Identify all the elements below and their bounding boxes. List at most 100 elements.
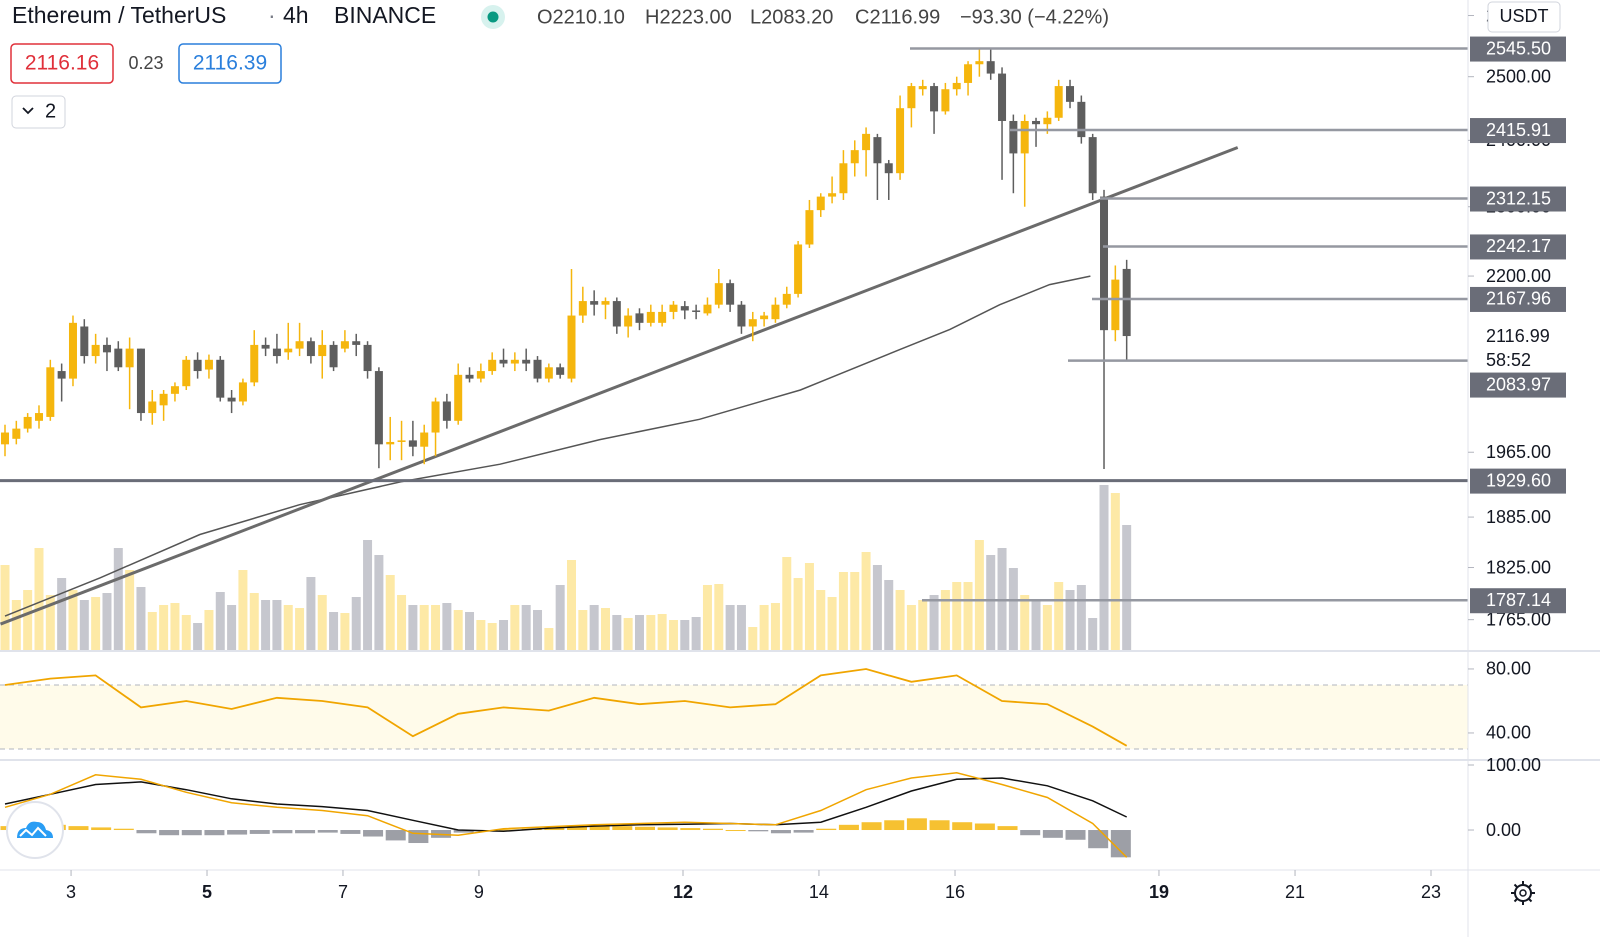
candle-body — [193, 359, 202, 372]
volume-bar — [510, 605, 520, 650]
trend-line — [0, 146, 1239, 626]
candle-body — [408, 440, 417, 447]
x-tick-label: 16 — [945, 882, 965, 902]
candle-body — [522, 359, 531, 364]
candle-body — [1043, 117, 1052, 125]
volume-bar — [1099, 485, 1109, 650]
macd-histogram-bar — [952, 822, 973, 831]
volume-bar — [623, 618, 633, 650]
volume-bar — [1065, 590, 1075, 650]
candle-body — [930, 86, 939, 112]
candle-body — [159, 393, 168, 406]
indicators-count[interactable]: 2 — [45, 100, 56, 122]
candle-body — [907, 86, 916, 109]
volume-bar — [770, 603, 780, 650]
candle-body — [918, 86, 927, 90]
macd-histogram-bar — [136, 830, 157, 834]
candle-body — [624, 315, 633, 327]
candle-body — [952, 82, 961, 90]
y-tick-label: 2200.00 — [1486, 266, 1551, 286]
volume-bar — [884, 580, 894, 650]
sell-button[interactable] — [10, 43, 114, 84]
candle-body — [998, 73, 1007, 121]
macd-histogram-bar — [748, 830, 769, 832]
currency[interactable]: USDT — [1500, 6, 1549, 26]
macd-histogram-bar — [340, 830, 361, 834]
volume-bar — [147, 612, 157, 650]
candle-body — [306, 341, 315, 357]
interval[interactable]: 4h — [283, 2, 309, 28]
candle-body — [272, 348, 281, 357]
volume-bar — [238, 570, 248, 650]
candle-body — [646, 311, 655, 323]
macd-histogram-bar — [544, 827, 565, 831]
volume-bar — [261, 600, 271, 650]
volume-bar — [748, 627, 758, 650]
macd-histogram-bar — [997, 826, 1018, 831]
logo-icon-line — [19, 826, 47, 837]
volume-bar — [634, 615, 644, 650]
volume-bar — [895, 590, 905, 650]
candle-body — [601, 301, 610, 305]
volume-bar — [974, 540, 984, 650]
volume-bar — [612, 615, 622, 650]
macd-histogram-bar — [181, 830, 202, 836]
candle-body — [658, 311, 667, 323]
candle-body — [102, 344, 111, 353]
volume-bar — [363, 540, 373, 650]
currency-button[interactable] — [1487, 1, 1561, 33]
macd-line — [4, 772, 1128, 858]
macd-histogram-bar — [1065, 830, 1086, 840]
candle-body — [1020, 120, 1029, 154]
volume-bar — [952, 582, 962, 650]
volume-bar — [521, 605, 531, 650]
volume-bar — [306, 577, 316, 650]
volume-bar — [940, 590, 950, 650]
separator-dot: · — [268, 2, 276, 28]
candle-body — [578, 301, 587, 316]
candle-body — [964, 64, 973, 83]
volume-bar — [589, 605, 599, 650]
volume-bar — [1054, 582, 1064, 650]
volume-bar — [702, 585, 712, 650]
volume-bar — [861, 552, 871, 650]
volume-bar — [442, 603, 452, 650]
candle-body — [250, 344, 259, 383]
candle-body — [748, 319, 757, 327]
volume-bar — [759, 605, 769, 650]
volume-bar — [1008, 568, 1018, 650]
volume-bar — [68, 590, 78, 650]
macd-tick-label: 0.00 — [1486, 820, 1521, 840]
volume-bar — [34, 548, 44, 650]
candle-body — [510, 359, 519, 364]
buy-button[interactable] — [178, 43, 282, 84]
ohlc-open: O2210.10 — [537, 6, 625, 28]
volume-bar — [476, 620, 486, 650]
candle-body — [80, 326, 89, 357]
volume-bar — [578, 610, 588, 650]
macd-histogram-bar — [702, 828, 723, 831]
price-level-box — [1470, 186, 1566, 212]
candle-body — [46, 367, 55, 417]
macd-histogram-bar — [272, 830, 293, 834]
macd-histogram-bar — [91, 827, 112, 831]
candle-body — [170, 386, 179, 394]
macd-histogram-bar — [634, 826, 655, 831]
macd-histogram-bar — [612, 826, 633, 831]
volume-bar — [125, 570, 135, 650]
volume-bar — [1020, 595, 1030, 650]
macd-histogram-bar — [657, 827, 678, 831]
volume-bar — [57, 578, 67, 650]
indicators-toggle[interactable] — [11, 95, 66, 129]
settings-icon[interactable] — [1511, 881, 1535, 905]
volume-bar — [227, 605, 237, 650]
candle-body — [669, 304, 678, 312]
sell-price[interactable]: 2116.16 — [25, 52, 99, 75]
candle-body — [227, 397, 236, 402]
buy-price[interactable]: 2116.39 — [193, 52, 267, 75]
price-level-label: 2167.96 — [1486, 289, 1551, 309]
macd-histogram-bar — [929, 820, 950, 831]
ohlc-close: C2116.99 — [855, 6, 940, 28]
market-status-dot — [487, 11, 499, 23]
